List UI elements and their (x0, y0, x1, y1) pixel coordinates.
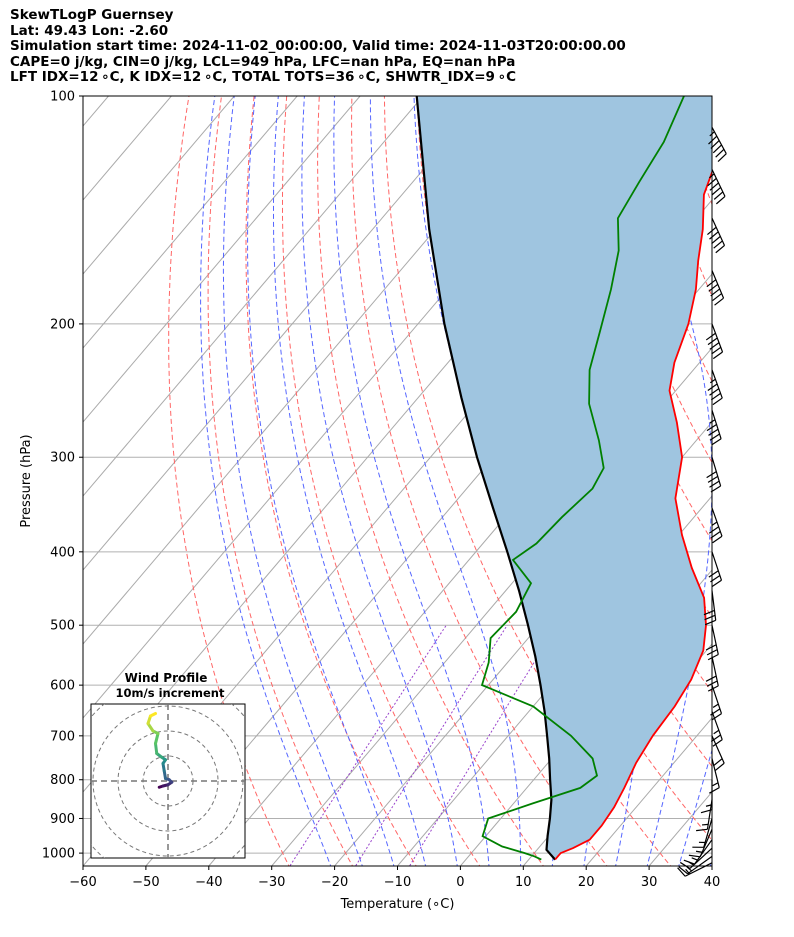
wind-barb (692, 818, 713, 848)
moist-adiabat (273, 96, 427, 866)
title-cape: CAPE=0 j/kg, CIN=0 j/kg, LCL=949 hPa, LF… (10, 53, 516, 70)
y-tick-label: 600 (50, 679, 75, 694)
y-tick-label: 200 (50, 317, 75, 332)
wind-barb (683, 839, 713, 865)
parcel-area-fill (416, 96, 712, 860)
wind-barb (708, 127, 727, 163)
wind-barb (707, 217, 726, 254)
dry-adiabat (775, 96, 794, 869)
y-tick-label: 300 (50, 451, 75, 466)
temperature-profile-line (554, 169, 712, 861)
title-indices: LFT IDX=12 ∘C, K IDX=12 ∘C, TOTAL TOTS=3… (10, 69, 516, 85)
isotherm--140 (83, 96, 235, 275)
isotherm-50 (775, 96, 794, 866)
y-tick-label: 900 (50, 812, 75, 827)
wind-barb (710, 711, 723, 747)
moist-adiabat (222, 96, 363, 866)
dry-adiabat (351, 96, 608, 866)
mixing-ratio-line (289, 624, 447, 866)
dewpoint-profile-line (480, 96, 685, 861)
hodograph-segment (146, 722, 155, 733)
x-tick-label: −60 (69, 875, 96, 890)
wind-barb (703, 590, 717, 626)
wind-barb (706, 457, 722, 493)
y-tick-label: 800 (50, 773, 75, 788)
moist-adiabat (369, 96, 522, 866)
isotherm--100 (83, 96, 487, 571)
dry-adiabat (317, 96, 545, 866)
y-axis-label: Pressure (hPa) (19, 434, 34, 527)
dry-adiabat (207, 96, 354, 866)
y-tick-label: 700 (50, 729, 75, 744)
x-tick-label: −20 (321, 875, 348, 890)
moist-adiabat (709, 859, 712, 866)
hodograph-segment (149, 712, 157, 718)
isotherm-40 (711, 865, 712, 866)
x-tick-label: −40 (195, 875, 222, 890)
wind-barb (708, 551, 723, 588)
x-tick-label: −50 (132, 875, 159, 890)
moist-adiabat (200, 96, 332, 866)
wind-barb (707, 369, 723, 406)
wind-barb (705, 323, 724, 360)
moist-adiabat (333, 96, 490, 866)
wind-barb (711, 735, 725, 771)
isotherm--120 (83, 96, 361, 423)
x-tick-label: 40 (704, 875, 721, 890)
isotherm-20 (585, 717, 712, 866)
wind-barb (709, 758, 720, 794)
x-tick-label: 30 (641, 875, 658, 890)
y-tick-label: 1000 (42, 847, 75, 862)
hodograph-segment (154, 732, 160, 745)
parcel-profile-line (415, 96, 556, 861)
y-tick-label: 100 (50, 90, 75, 105)
isotherm--10 (397, 495, 712, 866)
hodograph-title: Wind Profile (125, 671, 208, 685)
hodograph-ring (117, 730, 219, 832)
chart-title-block: SkewTLogP Guernsey Lat: 49.43 Lon: -2.60… (10, 7, 626, 86)
axes: −60 −50 −40 −30 −20 −10 0 10 20 30 40 100 200 300 400 5… (19, 90, 720, 913)
wind-barbs (677, 127, 727, 877)
wind-barb (688, 829, 713, 858)
isotherm--110 (83, 96, 424, 497)
moist-adiabat (301, 96, 458, 866)
isotherm--130 (83, 96, 298, 349)
plot-clip-group (83, 96, 794, 869)
dry-adiabat (245, 96, 417, 866)
dry-adiabat (282, 96, 481, 866)
title-latlon: Lat: 49.43 Lon: -2.60 (10, 22, 169, 39)
x-tick-label: −10 (384, 875, 411, 890)
y-tick-label: 500 (50, 619, 75, 634)
mixing-ratio-line (408, 624, 558, 866)
x-tick-label: −30 (258, 875, 285, 890)
dry-adiabat (709, 96, 712, 104)
title-station: SkewTLogP Guernsey (10, 7, 174, 23)
title-times: Simulation start time: 2024-11-02_00:00:… (10, 38, 626, 54)
mixing-ratio-line (354, 624, 508, 866)
wind-barb (710, 684, 723, 721)
plot-area (83, 96, 794, 869)
wind-barb (706, 270, 725, 306)
hodograph-subtitle: 10m/s increment (116, 686, 225, 700)
hodograph-clip-group (91, 704, 245, 858)
x-tick-label: 0 (456, 875, 464, 890)
x-axis-label: Temperature (∘C) (340, 897, 455, 912)
y-tick-label: 400 (50, 545, 75, 560)
wind-barb (708, 507, 723, 544)
x-tick-label: 20 (578, 875, 595, 890)
hodograph-segment (154, 742, 159, 755)
moist-adiabat (247, 96, 395, 866)
dry-adiabat (743, 96, 794, 869)
x-tick-label: 10 (515, 875, 532, 890)
